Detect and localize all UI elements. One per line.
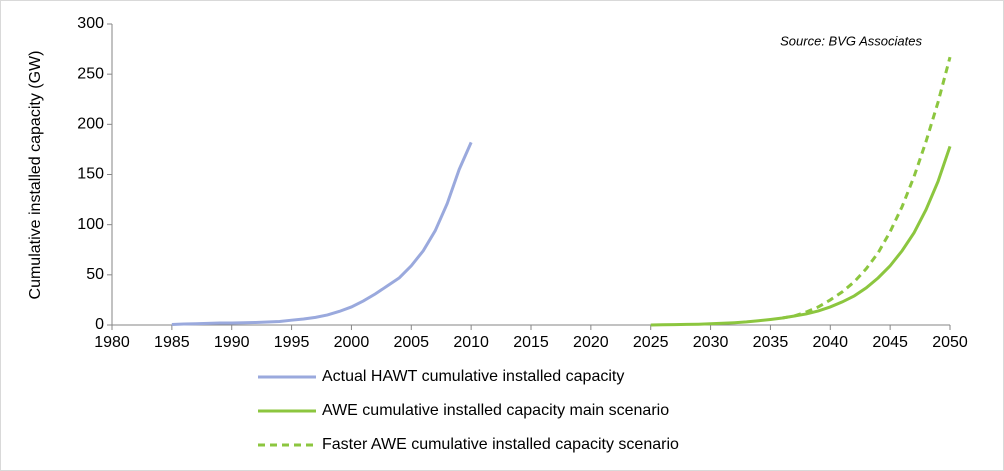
y-tick-label: 50 <box>86 266 104 283</box>
x-tick-label: 1995 <box>274 334 310 351</box>
y-tick-label: 250 <box>77 65 104 82</box>
x-tick-label: 2030 <box>693 334 729 351</box>
series-line <box>171 141 473 326</box>
x-tick-label: 1985 <box>154 334 190 351</box>
y-tick-label: 0 <box>95 316 104 333</box>
annotation: Source: BVG Associates <box>780 33 922 48</box>
x-tick-label: 2015 <box>513 334 549 351</box>
x-tick-label: 2025 <box>633 334 669 351</box>
series-line <box>782 56 952 320</box>
legend-label: Faster AWE cumulative installed capacity… <box>322 436 679 453</box>
x-tick-label: 2040 <box>812 334 848 351</box>
x-tick-label: 2050 <box>932 334 968 351</box>
y-tick-label: 300 <box>77 15 104 32</box>
x-tick-label: 2035 <box>753 334 789 351</box>
legend-label: AWE cumulative installed capacity main s… <box>322 402 669 419</box>
x-tick-label: 2020 <box>573 334 609 351</box>
y-axis-label: Cumulative installed capacity (GW) <box>27 51 44 300</box>
x-tick-label: 1980 <box>94 334 130 351</box>
y-tick-label: 150 <box>77 166 104 183</box>
x-tick-label: 2000 <box>334 334 370 351</box>
x-tick-label: 2045 <box>872 334 908 351</box>
legend-label: Actual HAWT cumulative installed capacit… <box>322 368 624 385</box>
y-tick-label: 100 <box>77 216 104 233</box>
y-tick-label: 200 <box>77 116 104 133</box>
x-tick-label: 2010 <box>453 334 489 351</box>
x-tick-label: 1990 <box>214 334 250 351</box>
x-tick-label: 2005 <box>393 334 429 351</box>
